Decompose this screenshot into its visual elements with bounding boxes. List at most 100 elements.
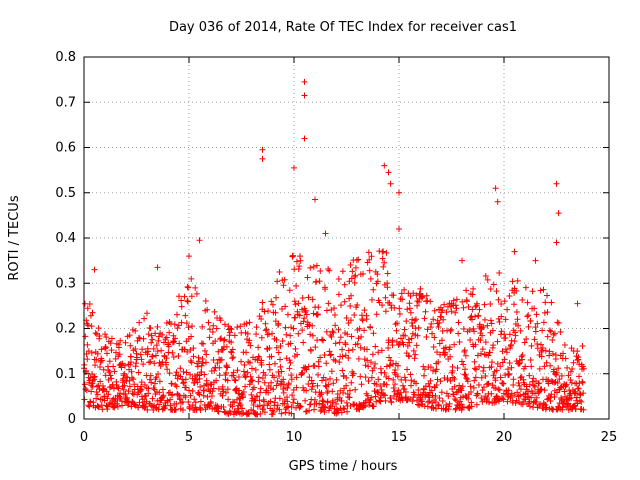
data-point bbox=[280, 282, 287, 289]
data-point bbox=[165, 343, 172, 350]
data-point bbox=[429, 404, 436, 411]
data-point bbox=[340, 405, 347, 412]
data-point bbox=[539, 327, 546, 334]
data-point bbox=[187, 371, 194, 378]
data-point bbox=[540, 319, 547, 326]
data-point bbox=[448, 326, 455, 333]
data-point bbox=[89, 309, 96, 316]
data-point bbox=[341, 298, 348, 305]
data-point bbox=[284, 398, 291, 405]
data-point bbox=[420, 372, 427, 379]
data-point bbox=[563, 381, 570, 388]
data-point bbox=[422, 391, 429, 398]
data-point bbox=[102, 344, 109, 351]
data-point bbox=[579, 378, 586, 385]
data-point bbox=[474, 352, 481, 359]
data-point bbox=[532, 390, 539, 397]
data-point bbox=[458, 358, 465, 365]
data-point bbox=[414, 332, 421, 339]
data-point bbox=[153, 374, 160, 381]
data-point bbox=[259, 299, 266, 306]
data-point bbox=[439, 398, 446, 405]
data-point bbox=[411, 355, 418, 362]
data-point bbox=[326, 267, 333, 274]
data-point bbox=[353, 257, 360, 264]
data-point bbox=[525, 388, 532, 395]
data-point bbox=[223, 343, 230, 350]
data-point bbox=[178, 297, 185, 304]
data-point bbox=[324, 398, 331, 405]
data-point bbox=[415, 386, 422, 393]
x-tick-label: 0 bbox=[80, 430, 88, 445]
data-point bbox=[475, 312, 482, 319]
data-point bbox=[185, 324, 192, 331]
data-point bbox=[186, 253, 192, 260]
data-point bbox=[368, 253, 375, 260]
data-point bbox=[163, 334, 170, 341]
data-point bbox=[160, 392, 167, 399]
data-point bbox=[155, 370, 162, 377]
data-point bbox=[201, 347, 208, 354]
data-point bbox=[204, 393, 211, 400]
data-point bbox=[383, 363, 390, 370]
data-point bbox=[229, 398, 236, 405]
data-point bbox=[309, 296, 316, 303]
data-point bbox=[382, 308, 389, 315]
data-point bbox=[255, 344, 262, 351]
data-point bbox=[392, 321, 399, 328]
data-point bbox=[376, 397, 383, 404]
data-point bbox=[408, 377, 415, 384]
data-point bbox=[517, 327, 524, 334]
data-point bbox=[382, 397, 389, 404]
data-point bbox=[308, 377, 315, 384]
data-point bbox=[452, 406, 459, 413]
data-point bbox=[151, 380, 158, 387]
data-point bbox=[492, 377, 499, 384]
data-point bbox=[508, 341, 515, 348]
data-point bbox=[486, 349, 493, 356]
data-point bbox=[156, 389, 163, 396]
data-point bbox=[484, 276, 491, 283]
data-point bbox=[549, 350, 556, 357]
data-point bbox=[184, 348, 191, 355]
data-point bbox=[403, 318, 410, 325]
data-point bbox=[385, 344, 392, 351]
data-point bbox=[207, 400, 214, 407]
data-point bbox=[402, 377, 409, 384]
data-point bbox=[446, 400, 453, 407]
data-point bbox=[396, 305, 403, 312]
data-point bbox=[240, 368, 247, 375]
data-point bbox=[343, 315, 350, 322]
data-point bbox=[522, 284, 529, 291]
data-point bbox=[390, 384, 397, 391]
data-point bbox=[443, 401, 450, 408]
data-point bbox=[451, 341, 458, 348]
data-point bbox=[344, 408, 351, 415]
data-point bbox=[577, 391, 584, 398]
data-point bbox=[332, 322, 339, 329]
data-point bbox=[348, 333, 355, 340]
x-tick-label: 15 bbox=[391, 430, 408, 445]
data-point bbox=[180, 368, 187, 375]
data-point bbox=[445, 393, 452, 400]
data-point bbox=[239, 405, 246, 412]
data-point bbox=[447, 353, 454, 360]
data-point bbox=[444, 375, 451, 382]
data-point bbox=[318, 389, 325, 396]
data-point bbox=[92, 362, 99, 369]
data-point bbox=[409, 398, 416, 405]
data-point bbox=[299, 327, 306, 334]
data-point bbox=[499, 348, 506, 355]
data-point bbox=[212, 338, 219, 345]
data-point bbox=[244, 330, 251, 337]
data-point bbox=[269, 301, 276, 308]
data-point bbox=[498, 313, 505, 320]
data-point bbox=[306, 407, 313, 414]
data-point bbox=[576, 373, 583, 380]
data-point bbox=[261, 308, 268, 315]
data-point bbox=[208, 393, 215, 400]
data-point bbox=[541, 309, 548, 316]
data-point bbox=[379, 255, 386, 262]
data-point bbox=[404, 306, 411, 313]
data-point bbox=[136, 319, 143, 326]
